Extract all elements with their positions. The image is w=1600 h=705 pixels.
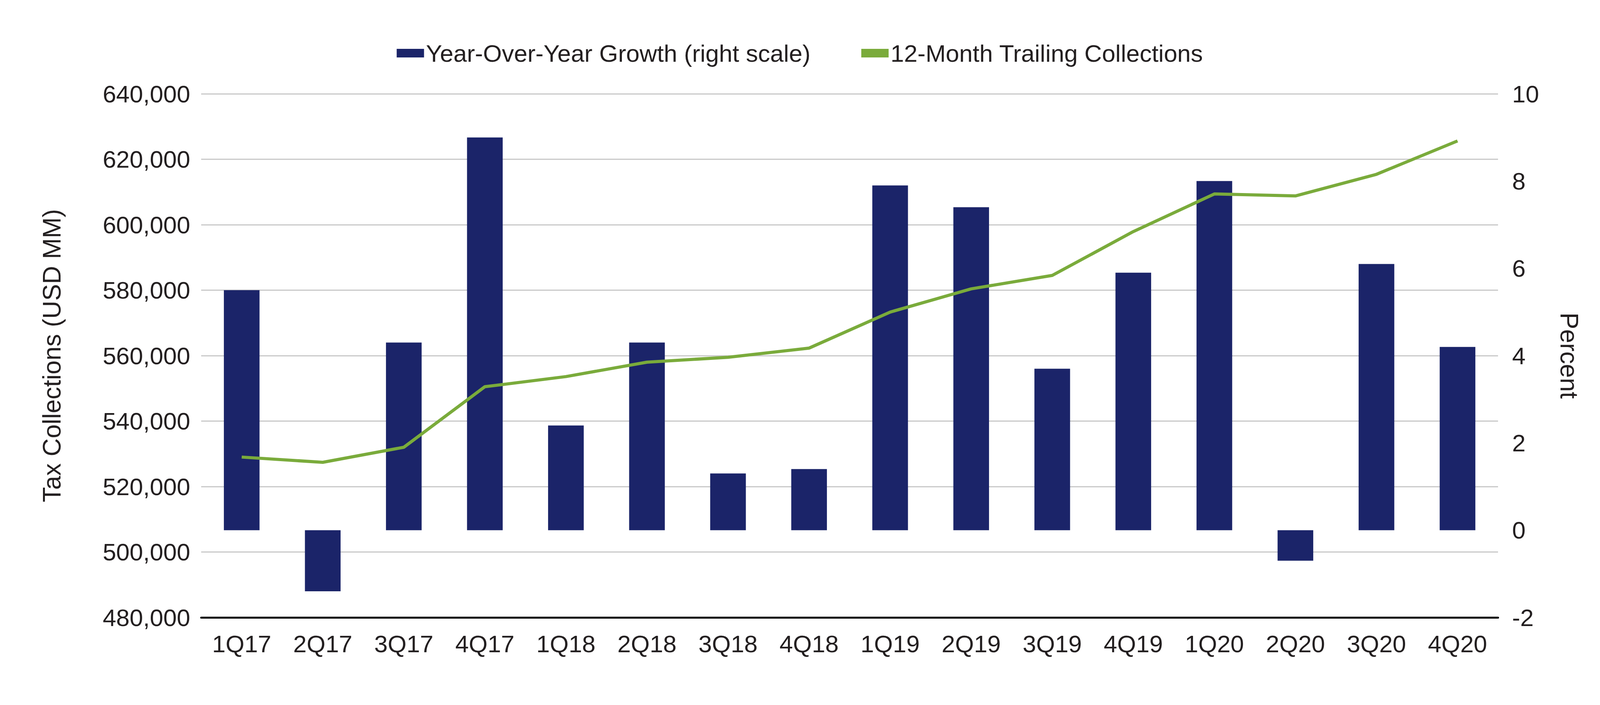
svg-text:640,000: 640,000: [102, 80, 191, 108]
svg-text:8: 8: [1512, 167, 1526, 195]
svg-text:12-Month Trailing Collections: 12-Month Trailing Collections: [890, 39, 1204, 67]
svg-text:-2: -2: [1512, 603, 1534, 631]
svg-text:580,000: 580,000: [102, 276, 191, 304]
svg-text:4Q19: 4Q19: [1103, 630, 1163, 658]
svg-text:2Q18: 2Q18: [617, 630, 677, 658]
svg-text:Tax Collections (USD MM): Tax Collections (USD MM): [37, 208, 67, 502]
svg-text:4Q20: 4Q20: [1427, 630, 1488, 658]
svg-text:4Q18: 4Q18: [779, 630, 839, 658]
svg-text:3Q19: 3Q19: [1022, 630, 1083, 658]
svg-text:1Q20: 1Q20: [1184, 630, 1245, 658]
svg-text:1Q19: 1Q19: [860, 630, 920, 658]
svg-text:4Q17: 4Q17: [455, 630, 515, 658]
svg-text:500,000: 500,000: [102, 538, 191, 566]
svg-text:2Q20: 2Q20: [1265, 630, 1325, 658]
svg-text:2Q17: 2Q17: [292, 630, 353, 658]
svg-text:560,000: 560,000: [102, 342, 191, 370]
svg-text:2Q19: 2Q19: [941, 630, 1001, 658]
svg-text:3Q18: 3Q18: [698, 630, 758, 658]
svg-text:3Q20: 3Q20: [1346, 630, 1407, 658]
svg-text:1Q17: 1Q17: [212, 630, 272, 658]
svg-text:540,000: 540,000: [102, 407, 191, 435]
svg-text:520,000: 520,000: [102, 473, 191, 500]
svg-text:620,000: 620,000: [102, 145, 191, 173]
svg-text:6: 6: [1512, 254, 1526, 282]
svg-text:Year-Over-Year Growth (right s: Year-Over-Year Growth (right scale): [426, 39, 811, 67]
svg-text:10: 10: [1512, 80, 1540, 108]
svg-text:2: 2: [1512, 429, 1526, 457]
svg-text:600,000: 600,000: [102, 211, 191, 239]
svg-text:3Q17: 3Q17: [374, 630, 434, 658]
svg-text:Percent: Percent: [1555, 312, 1584, 399]
svg-text:480,000: 480,000: [102, 603, 191, 631]
svg-text:1Q18: 1Q18: [536, 630, 596, 658]
svg-text:0: 0: [1512, 516, 1526, 544]
svg-text:4: 4: [1512, 342, 1526, 370]
